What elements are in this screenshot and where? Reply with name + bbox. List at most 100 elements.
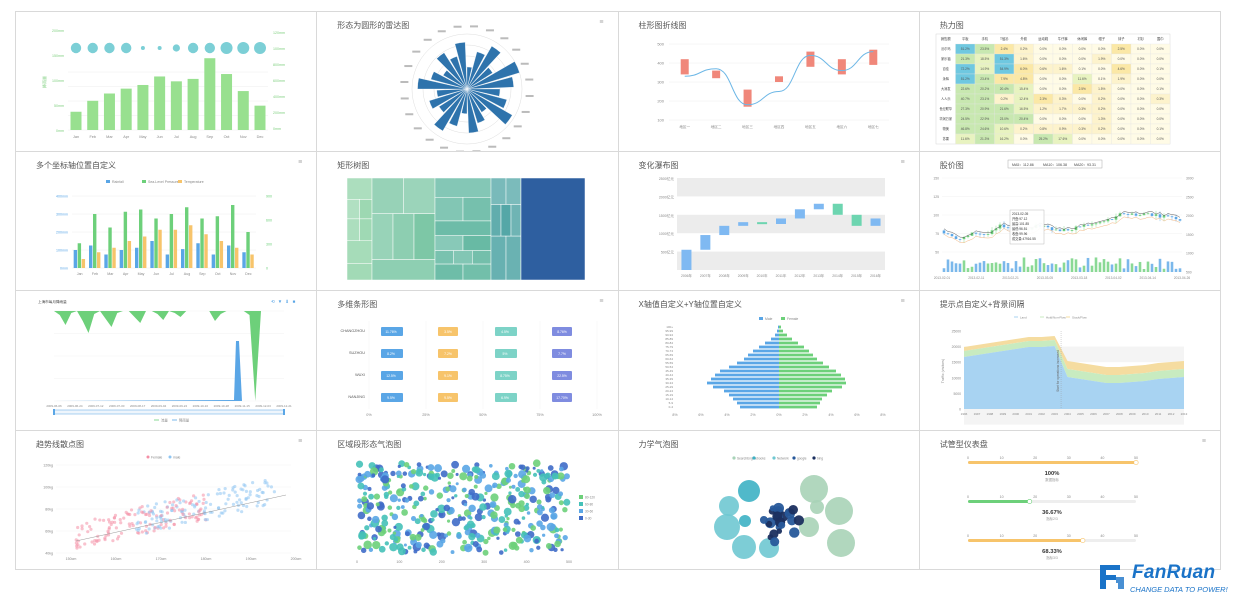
x-tick-label: Dec (245, 272, 252, 276)
bar (119, 249, 124, 268)
female-bar (778, 341, 798, 345)
gauge-label: 指标3/3 (1046, 555, 1058, 560)
y-tick-label: 45-49 (665, 369, 673, 373)
bubble-point (558, 490, 564, 496)
gauge-tick-label: 20 (1033, 495, 1037, 499)
candle-body (942, 230, 946, 233)
volume-bar (1078, 266, 1082, 272)
bubble-point (546, 522, 556, 531)
scatter-point (233, 484, 237, 488)
menu-icon[interactable]: ≡ (1201, 437, 1206, 445)
cell-value: 22.6% (960, 87, 969, 91)
bubble-point (468, 488, 476, 495)
x-tick-label: 2005 (1077, 412, 1084, 416)
scatter-point (144, 531, 149, 535)
candle-body (1102, 220, 1106, 222)
scatter-point (190, 514, 194, 518)
bubble-point (473, 484, 478, 489)
bubble-point (525, 502, 530, 506)
volume-bar (1090, 265, 1094, 272)
legend-label: books (757, 456, 766, 460)
bubble-point (404, 461, 410, 467)
candle-body (1070, 229, 1074, 231)
bubble-point (371, 472, 376, 477)
radar-sector (467, 88, 513, 125)
scatter-point (129, 507, 134, 512)
bar (381, 393, 404, 402)
panel-multi-axis: 多个坐标轴位置自定义 ≡ Rainfall Sea-Level Pressure T… (16, 151, 318, 291)
force-bubble (737, 479, 760, 502)
bubble-point (397, 497, 402, 502)
legend-label: Land (1020, 316, 1027, 320)
chart-title: 矩形树图 (337, 160, 370, 170)
chart-title: 柱形图折线图 (638, 21, 687, 30)
bubble-point (472, 540, 480, 547)
x-tick-label: 2003 (1051, 412, 1058, 416)
cell-value: 0.1% (1156, 87, 1163, 91)
treemap-cell (491, 203, 502, 236)
cell-value: 0.0% (1039, 117, 1046, 121)
scatter-point (136, 520, 140, 524)
menu-icon[interactable]: ≡ (298, 158, 303, 166)
menu-icon[interactable]: ≡ (599, 19, 604, 26)
volume-bar (1042, 262, 1046, 272)
scatter-point (107, 519, 112, 524)
bar-value-label: 9.5% (444, 396, 452, 400)
menu-icon[interactable]: ≡ (298, 437, 303, 445)
volume-bar (1070, 257, 1074, 272)
x-tick-label: Oct (224, 135, 231, 139)
candle-body (946, 232, 950, 234)
axis-label-mark (453, 25, 462, 28)
x-tick-label: 2009-06-06 (46, 404, 62, 408)
cell-value: 0.0% (1078, 97, 1085, 101)
scatter-point (233, 490, 237, 494)
bubble-point (411, 481, 420, 490)
bubble-point (508, 462, 516, 470)
waterfall-bar (775, 217, 786, 224)
scatter-point (237, 497, 242, 501)
scatter-point (243, 483, 247, 487)
bubble-point (427, 463, 435, 471)
x-tick-label: 2013-04-02 (1105, 276, 1122, 280)
y2-tick-label: 100mm (273, 47, 285, 51)
bar-value-label: 12.5% (386, 374, 396, 378)
scatter-point (80, 526, 84, 530)
column-header: 销售额 (941, 36, 952, 41)
bar (495, 393, 518, 402)
legend-swatch (791, 455, 796, 460)
legend-swatch (758, 317, 763, 320)
ma-legend-label: MA20：93.31 (1074, 163, 1096, 167)
candle-body (1066, 228, 1070, 230)
y2-tick-label: 2000 (1186, 214, 1194, 218)
bar (154, 218, 158, 268)
bubble-point (532, 466, 536, 470)
bar (170, 81, 182, 130)
bubble-point (515, 486, 521, 492)
bubble-point (536, 519, 544, 527)
x-tick-label: 2004 (1064, 412, 1071, 416)
bubble-point (421, 547, 427, 552)
candle-body (1150, 212, 1154, 216)
bubble-point (388, 489, 393, 495)
force-bubble (713, 513, 740, 540)
male-bar (728, 393, 779, 397)
bubble-point (401, 504, 405, 509)
bar (189, 224, 193, 268)
x-tick-label: 2% (750, 413, 756, 417)
scatter-point (136, 528, 140, 532)
x-tick-label: 500 (566, 560, 572, 564)
candle-body (1006, 226, 1010, 228)
menu-icon[interactable]: ≡ (599, 298, 604, 305)
x-tick-label: 地区七 (867, 124, 878, 129)
x-tick-label: 1996 (960, 412, 967, 416)
menu-icon[interactable]: ≡ (900, 298, 905, 305)
scatter-point (245, 504, 249, 508)
chart-trend-scatter: Female male 120kg 100kg 80kg 60kg 40kg 150cm 160… (43, 455, 301, 561)
menu-icon[interactable]: ≡ (900, 158, 905, 166)
scatter-point (140, 509, 144, 514)
cell-value: 0.0% (1117, 127, 1124, 131)
legend-label: Temperature (184, 180, 204, 184)
bubble-point (518, 464, 524, 469)
bar (495, 371, 518, 380)
y-tick-label: 500亿元 (660, 249, 674, 254)
